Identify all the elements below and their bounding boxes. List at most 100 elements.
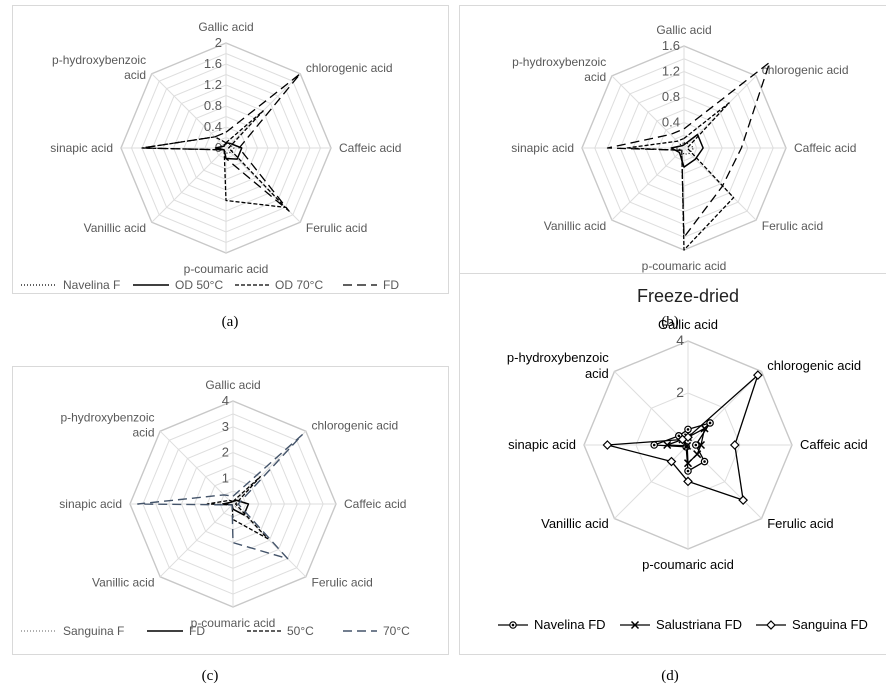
legend-label-salustriana-fd: Salustriana FD	[656, 617, 742, 632]
tick-label: 0.8	[204, 98, 222, 113]
legend-label-70-c: 70°C	[383, 624, 410, 638]
series-line-70-c	[137, 434, 303, 560]
chart-panel-b: 0.4 0.8 1.2 1.6 Gallic acid chlorogenic acid C…	[459, 5, 886, 294]
spoke-p-hydroxybenzoic-acid	[614, 371, 689, 446]
axis-label-sinapic-acid: sinapic acid	[511, 141, 574, 155]
legend-label-navelina-fd: Navelina FD	[534, 617, 606, 632]
axis-label-p-coumaric-acid: p-coumaric acid	[642, 557, 734, 572]
point-sanguina-fd-sinapic-acid	[602, 440, 613, 450]
axis-label-caffeic-acid: Caffeic acid	[339, 141, 401, 155]
point-salustriana-fd-p-coumaric-acid	[683, 459, 693, 468]
tick-label: 2	[222, 445, 229, 460]
series-70-c	[137, 434, 303, 560]
series-line-od-70-c	[625, 102, 735, 251]
point-salustriana-fd-vanillic-acid	[683, 441, 692, 450]
axis-label-p-coumaric-acid: p-coumaric acid	[191, 616, 276, 630]
spoke-p-hydroxybenzoic-acid	[159, 430, 234, 505]
point-salustriana-fd-chlorogenic-acid	[700, 424, 709, 433]
tick-label: 1.2	[204, 77, 222, 92]
spoke-chlorogenic-acid	[687, 371, 762, 446]
legend-label-od-70-c: OD 70°C	[275, 278, 323, 292]
axis-label-gallic-acid: Gallic acid	[205, 378, 260, 392]
axis-label-p-hydroxybenzoic-acid: p-hydroxybenzoic acid	[60, 411, 154, 440]
spoke-vanillic-acid	[151, 147, 227, 223]
axis-label-sinapic-acid: sinapic acid	[508, 437, 576, 452]
axis-label-gallic-acid: Gallic acid	[198, 20, 253, 34]
axis-label-sinapic-acid: sinapic acid	[50, 141, 113, 155]
point-navelina-fd-p-coumaric-acid-center	[686, 469, 690, 473]
caption-a: (a)	[221, 314, 239, 330]
tick-label: 0.8	[662, 89, 680, 104]
spoke-ferulic-acid	[232, 503, 307, 578]
series-fd	[606, 61, 771, 238]
chart-title-d: Freeze-dried	[637, 286, 739, 306]
axis-label-caffeic-acid: Caffeic acid	[344, 497, 406, 511]
axis-label-chlorogenic-acid: chlorogenic acid	[306, 61, 393, 75]
axis-label-p-coumaric-acid: p-coumaric acid	[642, 259, 727, 273]
legend-label-od-50-c: OD 50°C	[175, 278, 223, 292]
tick-label: 2	[676, 384, 684, 400]
series-sanguina-fd	[602, 370, 763, 506]
point-navelina-fd-chlorogenic-acid-center	[708, 421, 712, 425]
axis-label-vanillic-acid: Vanillic acid	[544, 219, 606, 233]
series-fd	[141, 73, 301, 212]
tick-label: 1.6	[204, 56, 222, 71]
axis-label-caffeic-acid: Caffeic acid	[794, 141, 856, 155]
chart-panel-d: Freeze-dried 2 4 Gallic acid chlorogenic aci…	[459, 273, 886, 655]
axis-label-gallic-acid: Gallic acid	[658, 317, 718, 332]
caption-d: (d)	[661, 668, 679, 684]
point-salustriana-fd-sinapic-acid	[663, 440, 672, 450]
axis-label-p-hydroxybenzoic-acid: p-hydroxybenzoic acid	[52, 53, 146, 82]
axis-label-chlorogenic-acid: chlorogenic acid	[762, 63, 849, 77]
legend-c: Sanguina F FD 50°C 70°C	[21, 624, 410, 638]
point-navelina-fd-ferulic-acid-center	[703, 460, 706, 463]
point-navelina-fd-gallic-acid-center	[686, 428, 690, 431]
legend-marker-sanguina-fd	[766, 620, 776, 630]
axis-label-vanillic-acid: Vanillic acid	[541, 516, 609, 531]
axis-label-caffeic-acid: Caffeic acid	[800, 437, 868, 452]
chart-panel-c: 1 2 3 4 Gallic acid chlorogenic acid Caffeic a…	[12, 366, 449, 655]
legend-d: Navelina FD Salustriana FD Sanguina FD	[498, 617, 868, 632]
axis-label-vanillic-acid: Vanillic acid	[92, 575, 154, 589]
legend-label-fd: FD	[383, 278, 399, 292]
series-line-fd	[606, 61, 771, 238]
tick-label: 2	[215, 35, 222, 50]
series-line-50-c	[206, 476, 269, 540]
axis-label-sinapic-acid: sinapic acid	[59, 497, 122, 511]
point-navelina-fd-sinapic-acid-center	[652, 443, 656, 447]
legend-marker-salustriana-fd	[630, 620, 640, 630]
series-od-70-c	[625, 102, 735, 251]
tick-label: 4	[676, 332, 684, 348]
spoke-vanillic-acid	[614, 444, 689, 519]
point-navelina-fd-caffeic-acid-center	[694, 443, 698, 447]
point-salustriana-fd-caffeic-acid	[696, 440, 706, 450]
spoke-vanillic-acid	[611, 147, 685, 221]
point-sanguina-fd-p-hydroxybenzoic-acid	[677, 434, 688, 445]
point-sanguina-fd-chlorogenic-acid	[753, 370, 763, 380]
legend-label-fd: FD	[189, 624, 205, 638]
tick-label: 4	[222, 393, 229, 408]
series-line-fd	[141, 73, 301, 212]
axis-label-p-hydroxybenzoic-acid: p-hydroxybenzoic acid	[507, 350, 609, 381]
axis-label-vanillic-acid: Vanillic acid	[84, 221, 146, 235]
radar-grid-c	[129, 400, 337, 608]
spoke-p-hydroxybenzoic-acid	[611, 75, 685, 149]
point-sanguina-fd-ferulic-acid	[738, 495, 749, 506]
caption-b: (b)	[661, 314, 679, 330]
tick-label: 0.4	[204, 119, 222, 134]
axis-label-ferulic-acid: Ferulic acid	[767, 516, 833, 531]
point-sanguina-fd-vanillic-acid	[666, 456, 677, 467]
legend-label-sanguina-f: Sanguina F	[63, 624, 124, 638]
tick-label: 1.2	[662, 64, 680, 79]
legend-a: Navelina F OD 50°C OD 70°C FD	[21, 278, 399, 292]
axis-label-ferulic-acid: Ferulic acid	[311, 575, 372, 589]
spoke-ferulic-acid	[683, 147, 757, 221]
axis-label-ferulic-acid: Ferulic acid	[306, 221, 367, 235]
axis-label-p-hydroxybenzoic-acid: p-hydroxybenzoic acid	[512, 55, 606, 84]
legend-label-navelina-f: Navelina F	[63, 278, 120, 292]
chart-panel-a: 0 0.4 0.8 1.2 1.6 2 Gallic acid chlorogenic aci…	[12, 5, 449, 294]
series-od-50-c	[670, 133, 704, 168]
